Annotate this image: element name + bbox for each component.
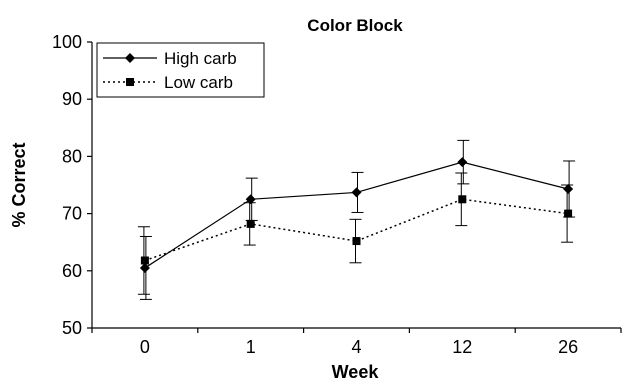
legend: High carb Low carb bbox=[96, 42, 265, 98]
x-tick-label: 0 bbox=[140, 337, 150, 357]
x-axis-ticks: 0 1 4 12 26 bbox=[91, 328, 622, 357]
y-tick-label: 70 bbox=[62, 204, 82, 224]
legend-box bbox=[96, 42, 265, 98]
x-tick-label: 4 bbox=[351, 337, 361, 357]
data-point-high-carb bbox=[563, 184, 574, 195]
data-point-high-carb bbox=[245, 194, 256, 205]
x-tick-label: 1 bbox=[246, 337, 256, 357]
data-point-high-carb bbox=[139, 262, 150, 273]
y-tick-label: 80 bbox=[62, 146, 82, 166]
x-tick-label: 12 bbox=[452, 337, 472, 357]
data-point-low-carb bbox=[564, 209, 573, 218]
series-low-carb bbox=[137, 172, 574, 295]
y-tick-label: 60 bbox=[62, 261, 82, 281]
legend-marker-low-carb bbox=[126, 78, 134, 86]
data-point-low-carb bbox=[352, 237, 361, 246]
data-series bbox=[137, 139, 576, 300]
data-point-low-carb bbox=[140, 256, 149, 265]
data-point-high-carb bbox=[351, 187, 362, 198]
x-tick-label: 26 bbox=[558, 337, 578, 357]
y-tick-label: 100 bbox=[52, 32, 82, 52]
y-axis-ticks: 50 60 70 80 90 100 bbox=[52, 32, 92, 338]
chart-title: Color Block bbox=[307, 16, 403, 35]
x-axis-title: Week bbox=[332, 362, 380, 382]
y-axis-title: % Correct bbox=[9, 142, 29, 227]
series-high-carb bbox=[139, 139, 576, 300]
legend-label-high-carb: High carb bbox=[164, 49, 237, 68]
y-tick-label: 90 bbox=[62, 89, 82, 109]
data-point-high-carb bbox=[457, 157, 468, 168]
series-line-low-carb bbox=[144, 198, 569, 262]
y-tick-label: 50 bbox=[62, 318, 82, 338]
series-line-high-carb bbox=[144, 161, 569, 269]
data-point-low-carb bbox=[458, 195, 467, 204]
legend-marker-high-carb bbox=[125, 53, 135, 63]
legend-label-low-carb: Low carb bbox=[164, 73, 233, 92]
data-point-low-carb bbox=[246, 219, 255, 228]
